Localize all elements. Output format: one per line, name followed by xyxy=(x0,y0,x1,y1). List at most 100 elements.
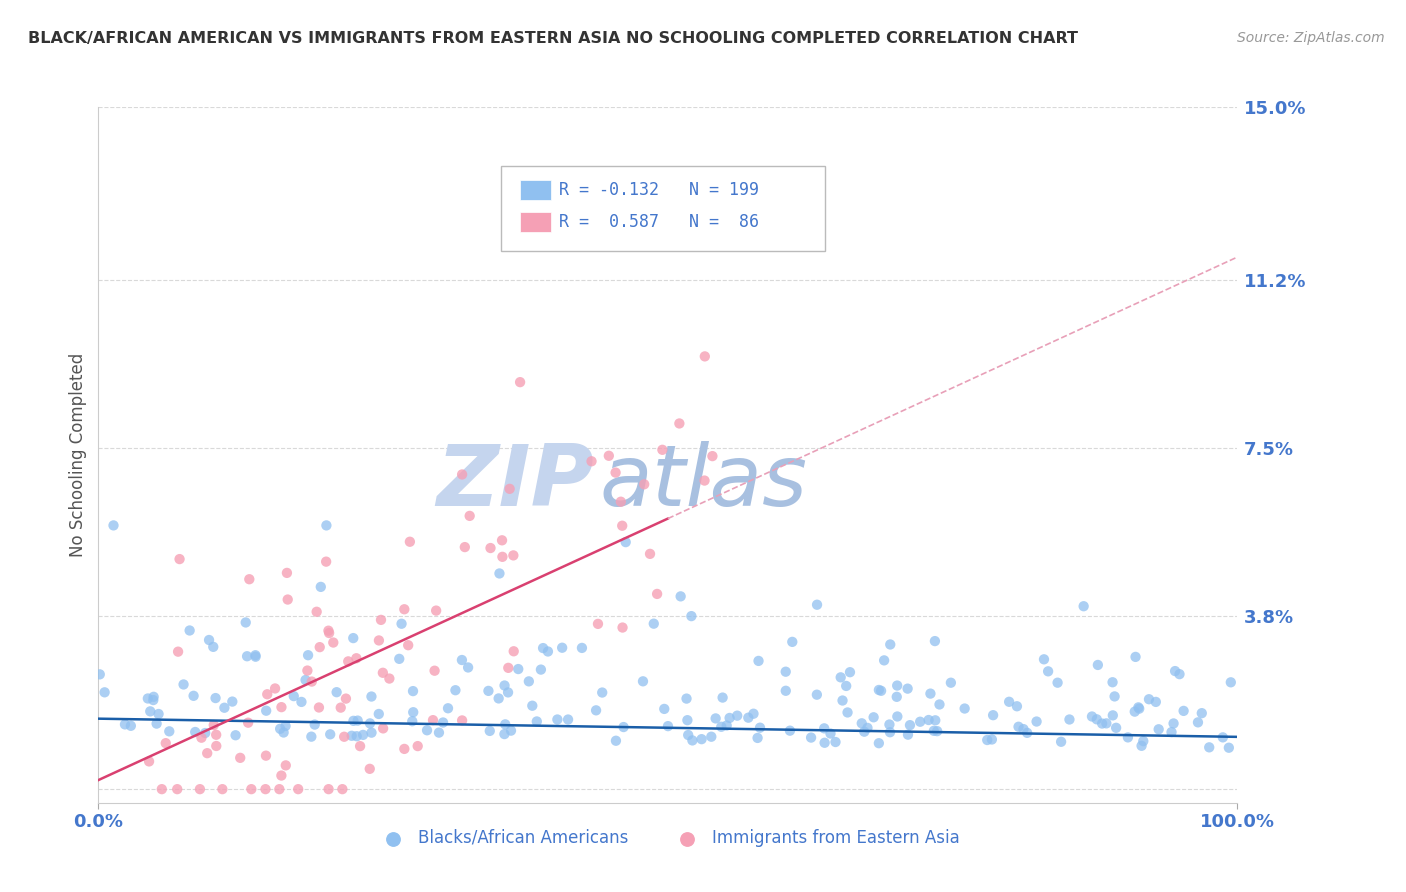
Point xyxy=(710,720,733,734)
Point xyxy=(359,762,381,776)
Point xyxy=(305,605,328,619)
Point xyxy=(1007,720,1029,734)
Point xyxy=(401,714,423,729)
Point xyxy=(290,695,312,709)
Point xyxy=(676,713,699,727)
Point xyxy=(427,725,450,739)
Point xyxy=(868,682,890,697)
Point xyxy=(1132,734,1154,748)
Point xyxy=(917,713,939,727)
Point xyxy=(188,782,211,797)
Point xyxy=(89,667,111,681)
Point xyxy=(114,717,136,731)
Point xyxy=(1219,675,1241,690)
Point xyxy=(458,508,481,523)
Text: R = -0.132   N = 199: R = -0.132 N = 199 xyxy=(560,181,759,199)
Point xyxy=(184,725,207,739)
Point xyxy=(270,768,292,782)
Point xyxy=(294,673,316,687)
Point xyxy=(499,723,522,738)
Point xyxy=(422,713,444,727)
Point xyxy=(359,716,381,731)
Point xyxy=(388,652,411,666)
Point xyxy=(711,690,734,705)
Point xyxy=(425,604,447,618)
Point xyxy=(494,717,516,731)
Point xyxy=(367,706,389,721)
Point xyxy=(498,482,520,496)
Point xyxy=(491,549,513,564)
Point xyxy=(1144,695,1167,709)
Point xyxy=(537,644,560,658)
Point xyxy=(173,677,195,691)
Point xyxy=(299,730,322,744)
Point xyxy=(571,640,593,655)
Point xyxy=(399,534,422,549)
Point xyxy=(868,736,890,750)
Point xyxy=(333,730,356,744)
Point xyxy=(235,615,257,630)
Point xyxy=(194,726,217,740)
Point xyxy=(1128,700,1150,714)
Point xyxy=(1123,705,1146,719)
Point xyxy=(657,719,679,733)
Point xyxy=(274,719,297,733)
Point xyxy=(897,681,920,696)
Point xyxy=(681,609,703,624)
Point xyxy=(508,662,530,676)
Point xyxy=(277,592,299,607)
Point xyxy=(638,547,661,561)
Point xyxy=(167,645,190,659)
Point xyxy=(477,684,499,698)
Point xyxy=(831,693,853,707)
Point xyxy=(669,590,692,604)
Point xyxy=(340,729,363,743)
Point xyxy=(747,731,769,745)
Point xyxy=(315,555,337,569)
Point xyxy=(981,708,1004,723)
Point xyxy=(454,540,477,554)
Point xyxy=(976,733,998,747)
Point xyxy=(402,684,425,698)
Text: ZIP: ZIP xyxy=(436,442,593,524)
Point xyxy=(718,711,741,725)
Point xyxy=(276,566,298,580)
Point xyxy=(1212,731,1234,745)
Point xyxy=(318,626,340,640)
Point xyxy=(502,644,524,658)
Point xyxy=(806,598,828,612)
Point xyxy=(138,755,160,769)
Point xyxy=(897,728,920,742)
Point xyxy=(939,675,962,690)
Point xyxy=(1218,740,1240,755)
Point xyxy=(645,587,668,601)
Point xyxy=(775,683,797,698)
Point xyxy=(349,739,371,753)
Point xyxy=(1033,652,1056,666)
Point xyxy=(346,729,368,743)
Point xyxy=(319,727,342,741)
Point xyxy=(451,714,474,728)
Point xyxy=(344,651,367,665)
Point xyxy=(245,649,267,664)
Point xyxy=(502,549,524,563)
Point xyxy=(856,721,879,735)
Point xyxy=(301,674,323,689)
Point xyxy=(378,672,401,686)
Point xyxy=(157,724,180,739)
Point xyxy=(980,732,1002,747)
Point xyxy=(898,718,921,732)
Point xyxy=(668,417,690,431)
Point xyxy=(274,758,297,772)
Point xyxy=(820,726,842,740)
Point xyxy=(702,449,724,463)
Point xyxy=(315,518,337,533)
Point xyxy=(928,698,950,712)
Point xyxy=(1164,664,1187,678)
Point xyxy=(145,716,167,731)
Point xyxy=(1095,716,1118,731)
Point xyxy=(120,719,142,733)
Point xyxy=(814,736,837,750)
Point xyxy=(551,640,574,655)
Point xyxy=(813,722,835,736)
